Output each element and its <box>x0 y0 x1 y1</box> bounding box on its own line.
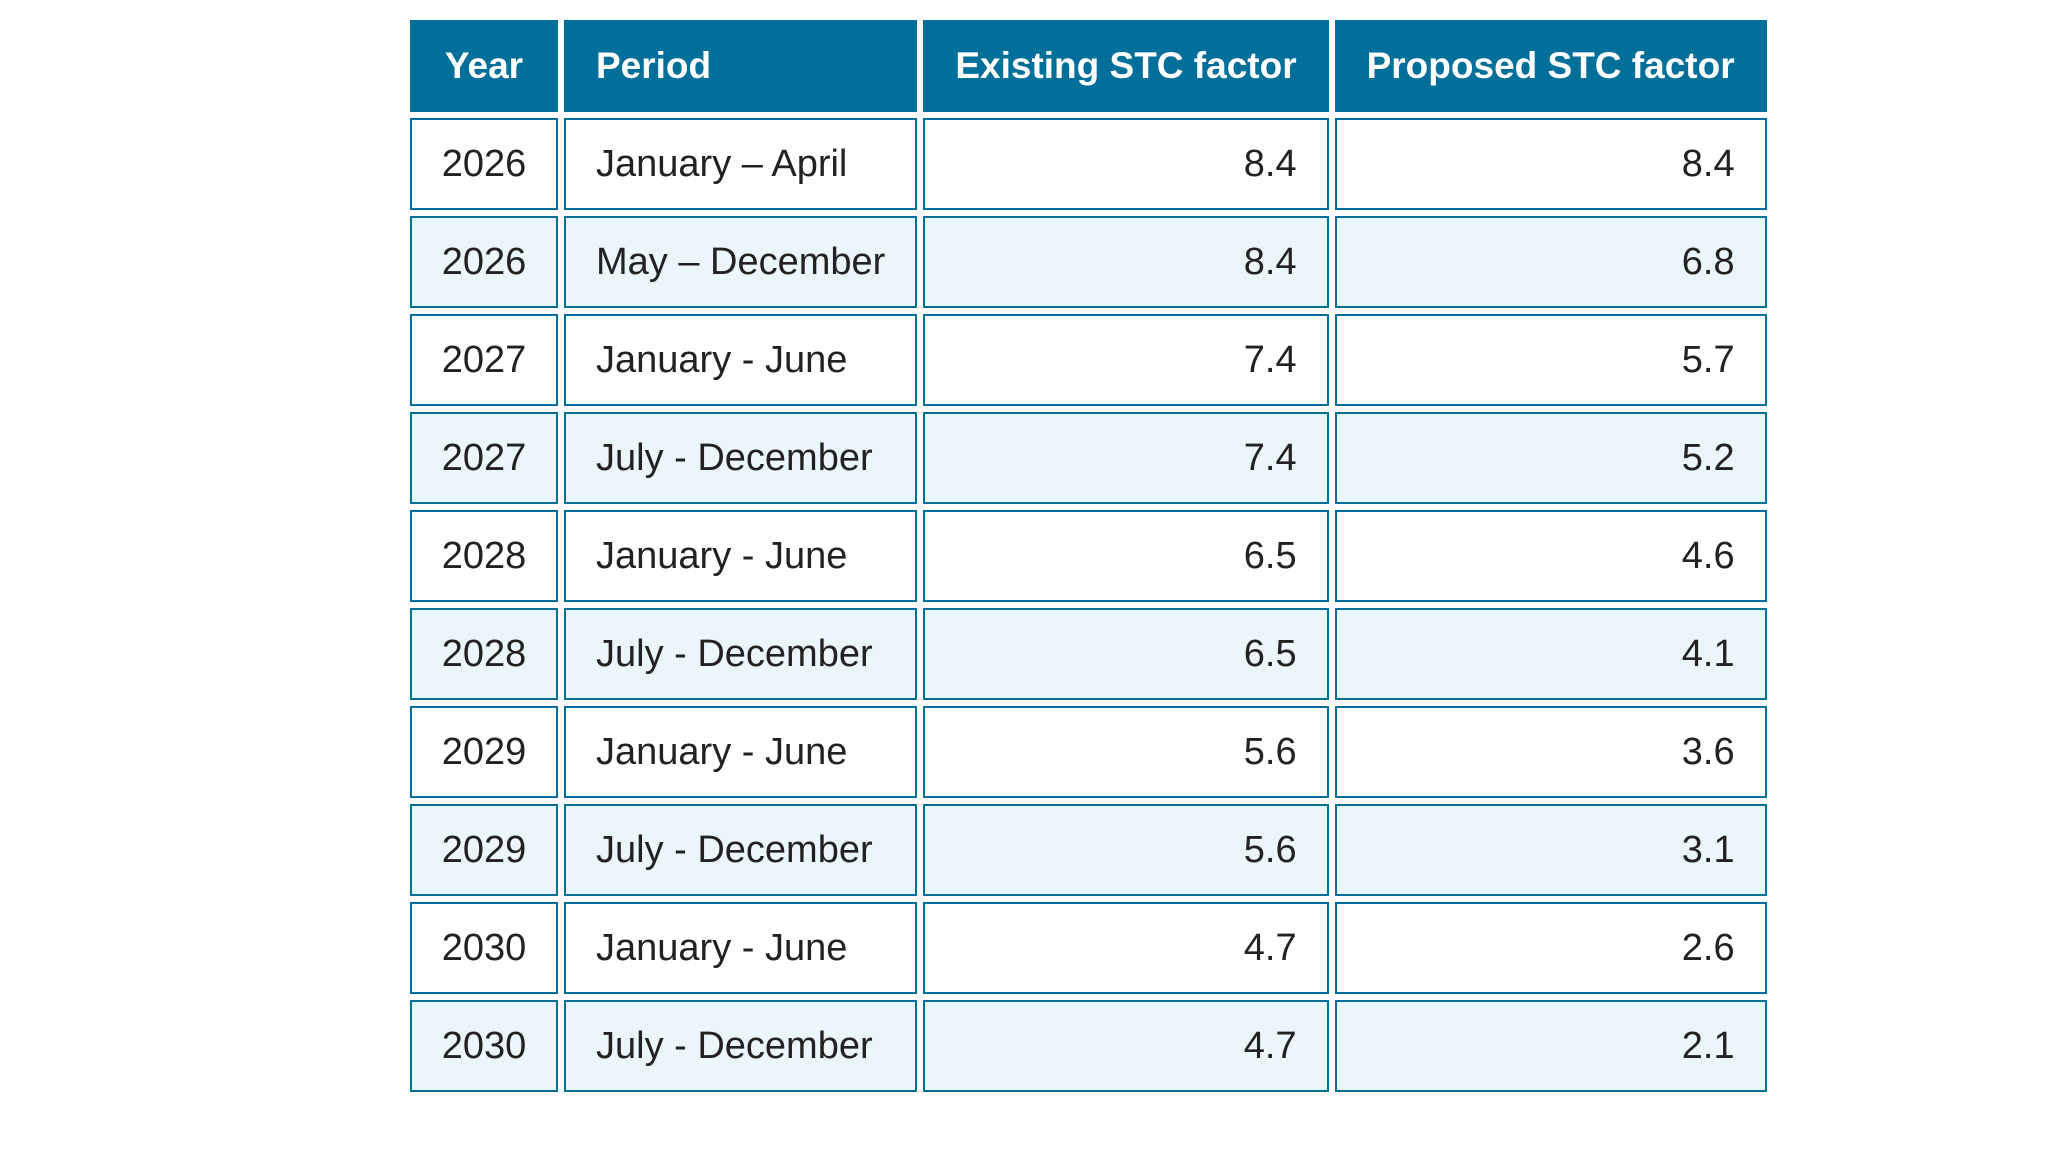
cell-existing: 5.6 <box>923 804 1329 896</box>
cell-proposed: 4.6 <box>1334 510 1767 602</box>
cell-period: January - June <box>564 314 918 406</box>
cell-year: 2030 <box>410 1000 558 1092</box>
table-row: 2027 July - December 7.4 5.2 <box>410 412 1767 504</box>
table-row: 2028 January - June 6.5 4.6 <box>410 510 1767 602</box>
cell-year: 2030 <box>410 902 558 994</box>
cell-period: July - December <box>564 804 918 896</box>
cell-existing: 4.7 <box>923 902 1329 994</box>
table-row: 2029 January - June 5.6 3.6 <box>410 706 1767 798</box>
table-body: 2026 January – April 8.4 8.4 2026 May – … <box>410 118 1767 1092</box>
cell-year: 2029 <box>410 804 558 896</box>
cell-period: January - June <box>564 902 918 994</box>
table-row: 2030 July - December 4.7 2.1 <box>410 1000 1767 1092</box>
cell-proposed: 5.2 <box>1334 412 1767 504</box>
cell-existing: 6.5 <box>923 510 1329 602</box>
header-year: Year <box>410 20 558 112</box>
cell-proposed: 8.4 <box>1334 118 1767 210</box>
cell-proposed: 2.6 <box>1334 902 1767 994</box>
header-row: Year Period Existing STC factor Proposed… <box>410 20 1767 112</box>
cell-period: May – December <box>564 216 918 308</box>
cell-period: January – April <box>564 118 918 210</box>
header-proposed-stc-factor: Proposed STC factor <box>1334 20 1767 112</box>
cell-existing: 6.5 <box>923 608 1329 700</box>
cell-period: July - December <box>564 412 918 504</box>
cell-period: July - December <box>564 608 918 700</box>
cell-existing: 8.4 <box>923 216 1329 308</box>
cell-year: 2026 <box>410 216 558 308</box>
cell-existing: 7.4 <box>923 314 1329 406</box>
header-existing-stc-factor: Existing STC factor <box>923 20 1329 112</box>
stc-factor-table: Year Period Existing STC factor Proposed… <box>404 14 1773 1098</box>
cell-period: July - December <box>564 1000 918 1092</box>
table-header: Year Period Existing STC factor Proposed… <box>410 20 1767 112</box>
cell-existing: 7.4 <box>923 412 1329 504</box>
table-row: 2028 July - December 6.5 4.1 <box>410 608 1767 700</box>
table-row: 2030 January - June 4.7 2.6 <box>410 902 1767 994</box>
cell-existing: 8.4 <box>923 118 1329 210</box>
cell-period: January - June <box>564 706 918 798</box>
cell-proposed: 5.7 <box>1334 314 1767 406</box>
cell-proposed: 2.1 <box>1334 1000 1767 1092</box>
cell-proposed: 6.8 <box>1334 216 1767 308</box>
table-row: 2029 July - December 5.6 3.1 <box>410 804 1767 896</box>
table-row: 2026 May – December 8.4 6.8 <box>410 216 1767 308</box>
cell-proposed: 3.6 <box>1334 706 1767 798</box>
cell-year: 2027 <box>410 314 558 406</box>
cell-year: 2029 <box>410 706 558 798</box>
table-row: 2027 January - June 7.4 5.7 <box>410 314 1767 406</box>
cell-proposed: 3.1 <box>1334 804 1767 896</box>
cell-year: 2028 <box>410 510 558 602</box>
cell-existing: 4.7 <box>923 1000 1329 1092</box>
cell-existing: 5.6 <box>923 706 1329 798</box>
cell-period: January - June <box>564 510 918 602</box>
cell-year: 2028 <box>410 608 558 700</box>
header-period: Period <box>564 20 918 112</box>
table-row: 2026 January – April 8.4 8.4 <box>410 118 1767 210</box>
cell-proposed: 4.1 <box>1334 608 1767 700</box>
cell-year: 2026 <box>410 118 558 210</box>
cell-year: 2027 <box>410 412 558 504</box>
